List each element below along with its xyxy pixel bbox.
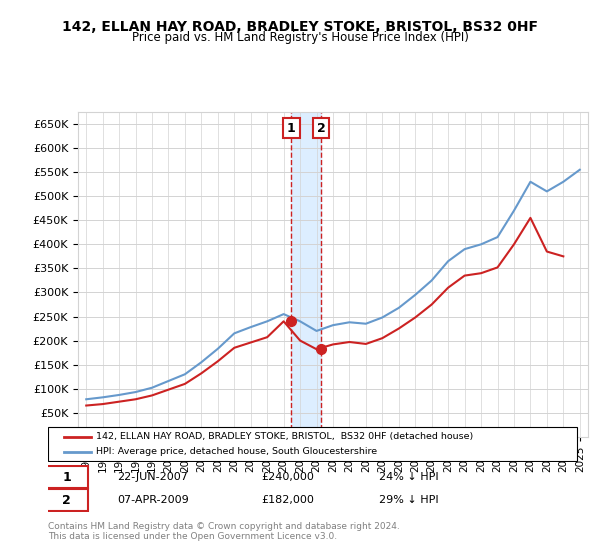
Text: 1: 1 <box>62 470 71 484</box>
Text: 07-APR-2009: 07-APR-2009 <box>118 495 189 505</box>
FancyBboxPatch shape <box>46 489 88 511</box>
Text: Contains HM Land Registry data © Crown copyright and database right 2024.
This d: Contains HM Land Registry data © Crown c… <box>48 522 400 542</box>
Text: 24% ↓ HPI: 24% ↓ HPI <box>379 472 439 482</box>
Text: HPI: Average price, detached house, South Gloucestershire: HPI: Average price, detached house, Sout… <box>96 447 377 456</box>
Text: 2: 2 <box>317 122 325 135</box>
Text: 142, ELLAN HAY ROAD, BRADLEY STOKE, BRISTOL,  BS32 0HF (detached house): 142, ELLAN HAY ROAD, BRADLEY STOKE, BRIS… <box>96 432 473 441</box>
FancyBboxPatch shape <box>46 466 88 488</box>
Text: 142, ELLAN HAY ROAD, BRADLEY STOKE, BRISTOL, BS32 0HF: 142, ELLAN HAY ROAD, BRADLEY STOKE, BRIS… <box>62 20 538 34</box>
Text: £240,000: £240,000 <box>262 472 314 482</box>
Text: 22-JUN-2007: 22-JUN-2007 <box>118 472 188 482</box>
Text: £182,000: £182,000 <box>262 495 314 505</box>
Bar <box>292 112 321 437</box>
Text: Price paid vs. HM Land Registry's House Price Index (HPI): Price paid vs. HM Land Registry's House … <box>131 31 469 44</box>
Text: 29% ↓ HPI: 29% ↓ HPI <box>379 495 439 505</box>
Text: 1: 1 <box>287 122 296 135</box>
FancyBboxPatch shape <box>48 427 577 460</box>
Text: 2: 2 <box>62 493 71 507</box>
